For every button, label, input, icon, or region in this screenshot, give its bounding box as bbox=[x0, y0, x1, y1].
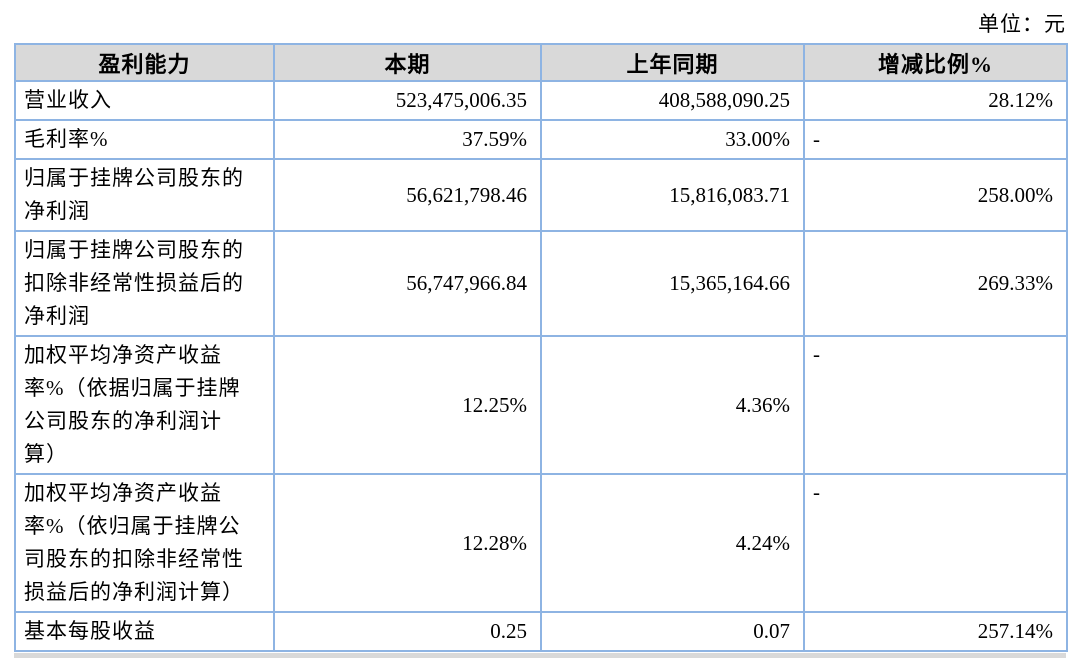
column-header-current: 本期 bbox=[273, 43, 542, 82]
table-row-roe-weighted-deducted: 加权平均净资产收益率%（依归属于挂牌公司股东的扣除非经常性损益后的净利润计算） … bbox=[14, 473, 1068, 613]
table-body: 营业收入 523,475,006.35 408,588,090.25 28.12… bbox=[14, 80, 1068, 652]
metric-cell: 营业收入 bbox=[14, 80, 275, 121]
current-period-cell: 0.25 bbox=[273, 611, 542, 652]
table-row-basic-eps: 基本每股收益 0.25 0.07 257.14% bbox=[14, 611, 1068, 652]
current-period-cell: 523,475,006.35 bbox=[273, 80, 542, 121]
header-row: 盈利能力 本期 上年同期 增减比例% bbox=[14, 43, 1068, 82]
current-period-cell: 37.59% bbox=[273, 119, 542, 160]
metric-cell: 归属于挂牌公司股东的净利润 bbox=[14, 158, 275, 232]
table-row-revenue: 营业收入 523,475,006.35 408,588,090.25 28.12… bbox=[14, 80, 1068, 121]
column-header-change: 增减比例% bbox=[803, 43, 1068, 82]
change-ratio-cell: - bbox=[803, 473, 1068, 613]
prior-period-cell: 4.24% bbox=[540, 473, 805, 613]
table-row-gross-margin: 毛利率% 37.59% 33.00% - bbox=[14, 119, 1068, 160]
prior-period-cell: 408,588,090.25 bbox=[540, 80, 805, 121]
change-ratio-cell: 257.14% bbox=[803, 611, 1068, 652]
next-row-partial-strip bbox=[14, 653, 1066, 658]
prior-period-cell: 0.07 bbox=[540, 611, 805, 652]
prior-period-cell: 15,365,164.66 bbox=[540, 230, 805, 337]
prior-period-cell: 15,816,083.71 bbox=[540, 158, 805, 232]
prior-period-cell: 4.36% bbox=[540, 335, 805, 475]
metric-cell: 加权平均净资产收益率%（依归属于挂牌公司股东的扣除非经常性损益后的净利润计算） bbox=[14, 473, 275, 613]
change-ratio-cell: 28.12% bbox=[803, 80, 1068, 121]
metric-cell: 加权平均净资产收益率%（依据归属于挂牌公司股东的净利润计算） bbox=[14, 335, 275, 475]
current-period-cell: 56,747,966.84 bbox=[273, 230, 542, 337]
table-row-net-profit: 归属于挂牌公司股东的净利润 56,621,798.46 15,816,083.7… bbox=[14, 158, 1068, 232]
change-ratio-cell: - bbox=[803, 335, 1068, 475]
profitability-table: 盈利能力 本期 上年同期 增减比例% 营业收入 523,475,006.35 4… bbox=[14, 43, 1068, 652]
table-row-net-profit-deducted: 归属于挂牌公司股东的扣除非经常性损益后的净利润 56,747,966.84 15… bbox=[14, 230, 1068, 337]
prior-period-cell: 33.00% bbox=[540, 119, 805, 160]
metric-cell: 毛利率% bbox=[14, 119, 275, 160]
unit-label: 单位：元 bbox=[978, 12, 1066, 36]
current-period-cell: 12.28% bbox=[273, 473, 542, 613]
column-header-metric: 盈利能力 bbox=[14, 43, 275, 82]
column-header-prior: 上年同期 bbox=[540, 43, 805, 82]
change-ratio-cell: 269.33% bbox=[803, 230, 1068, 337]
change-ratio-cell: - bbox=[803, 119, 1068, 160]
current-period-cell: 56,621,798.46 bbox=[273, 158, 542, 232]
change-ratio-cell: 258.00% bbox=[803, 158, 1068, 232]
metric-cell: 归属于挂牌公司股东的扣除非经常性损益后的净利润 bbox=[14, 230, 275, 337]
current-period-cell: 12.25% bbox=[273, 335, 542, 475]
metric-cell: 基本每股收益 bbox=[14, 611, 275, 652]
table-row-roe-weighted: 加权平均净资产收益率%（依据归属于挂牌公司股东的净利润计算） 12.25% 4.… bbox=[14, 335, 1068, 475]
